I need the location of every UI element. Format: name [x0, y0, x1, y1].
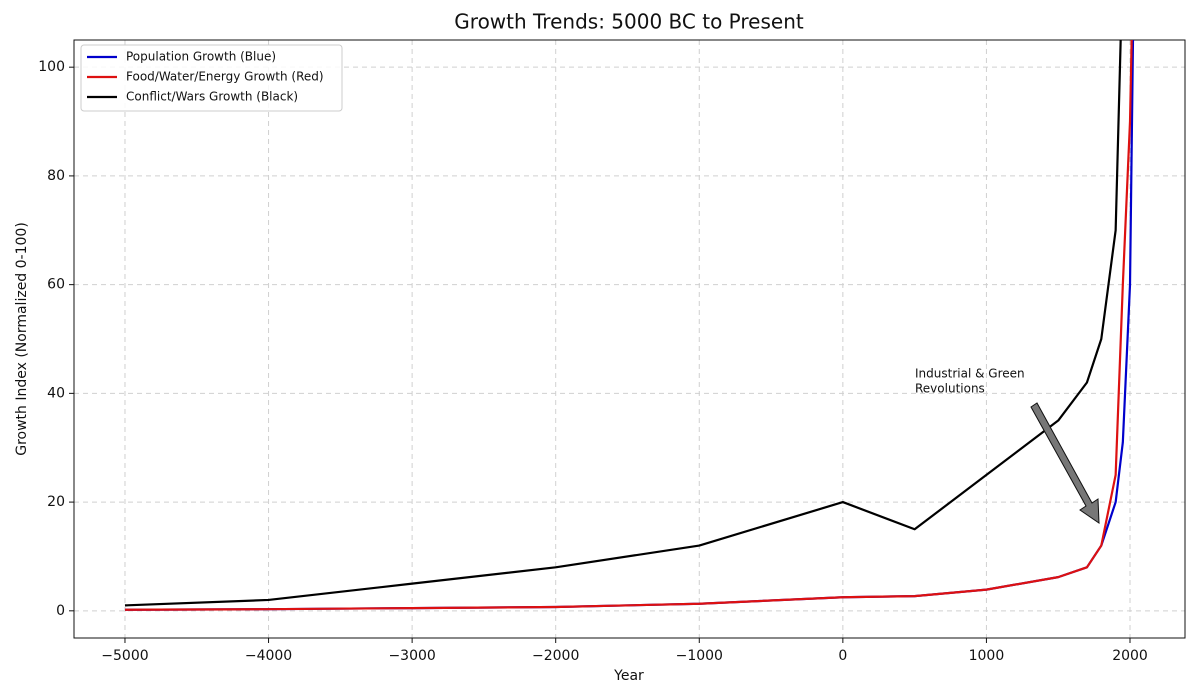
- x-axis-label: Year: [613, 668, 644, 684]
- x-tick-label: 2000: [1112, 648, 1148, 664]
- annotation-text: Industrial & Green: [915, 367, 1025, 381]
- x-tick-label: −5000: [101, 648, 148, 664]
- y-tick-label: 100: [38, 59, 65, 75]
- legend-label: Food/Water/Energy Growth (Red): [126, 70, 324, 84]
- x-tick-label: −1000: [676, 648, 723, 664]
- legend-box: [80, 44, 343, 112]
- y-tick-label: 40: [47, 385, 65, 401]
- x-tick-label: −2000: [532, 648, 579, 664]
- chart-title: Growth Trends: 5000 BC to Present: [454, 10, 804, 34]
- y-tick-label: 60: [47, 277, 65, 293]
- y-tick-label: 80: [47, 168, 65, 184]
- plot-area: [124, 40, 1135, 611]
- annotation-arrow: [1030, 402, 1100, 524]
- annotation-text: Revolutions: [915, 382, 985, 396]
- y-axis-label: Growth Index (Normalized 0-100): [14, 222, 30, 456]
- series-line: [124, 40, 1122, 607]
- legend-label: Population Growth (Blue): [126, 50, 276, 64]
- y-tick-label: 20: [47, 494, 65, 510]
- plot-frame: [73, 39, 1186, 639]
- x-tick-label: 0: [838, 648, 847, 664]
- x-tick-label: 1000: [969, 648, 1005, 664]
- series-line: [124, 40, 1133, 611]
- x-tick-label: −4000: [245, 648, 292, 664]
- legend-label: Conflict/Wars Growth (Black): [126, 90, 298, 104]
- y-tick-label: 0: [56, 603, 65, 619]
- x-tick-label: −3000: [388, 648, 435, 664]
